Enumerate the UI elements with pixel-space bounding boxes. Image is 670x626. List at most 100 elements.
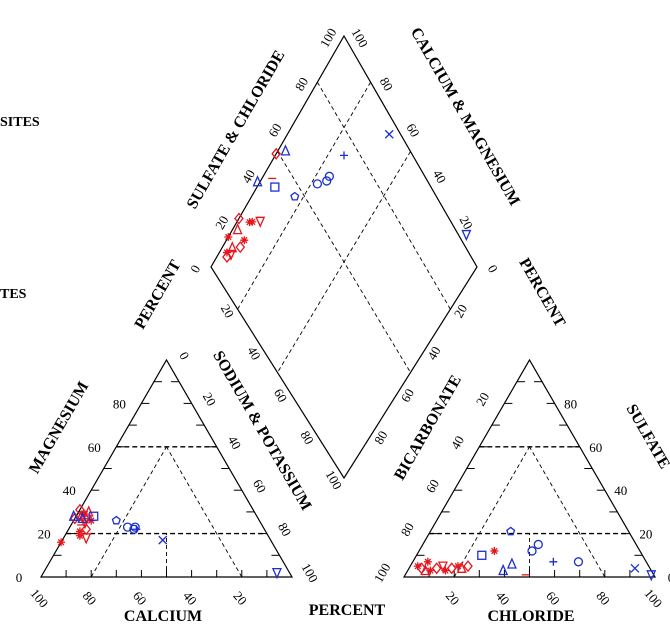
legend-fragment-sites: SITES	[0, 115, 40, 130]
axis-title-calcium: CALCIUM	[124, 608, 202, 625]
point-cation-s0-13	[70, 512, 80, 525]
point-anion-s1-7	[573, 557, 584, 567]
point-anion-s0-6	[441, 566, 450, 575]
axis-title-percent-bottom: PERCENT	[309, 602, 386, 619]
point-diamond-s0-5	[240, 236, 249, 245]
frame-layer	[39, 34, 657, 578]
tick-label-chloride-1: 40	[493, 588, 513, 608]
tick-label-diamond-so4cl-5: 100	[317, 26, 340, 50]
tick-label-diamond-ll-1: 40	[244, 344, 263, 363]
tick-label-magnesium-1: 20	[38, 527, 51, 542]
point-diamond-s0-2	[225, 249, 236, 262]
tick-label-calcium-4: 20	[230, 588, 250, 608]
tick-label-sulfate-0: 0	[668, 570, 670, 585]
point-diamond-s1-3	[290, 191, 300, 201]
tick-label-diamond-camg-5: 0	[485, 262, 501, 275]
tick-label-sulfate-4: 80	[564, 396, 577, 411]
tick-label-diamond-camg-4: 20	[457, 213, 476, 232]
point-diamond-s0-10	[255, 216, 266, 228]
point-anion-s1-0	[477, 550, 487, 560]
tick-label-bicarbonate-3: 40	[448, 433, 467, 452]
point-anion-s1-5	[533, 539, 543, 550]
tick-label-magnesium-3: 60	[88, 440, 101, 455]
point-anion-s0-9	[456, 561, 467, 573]
point-anion-s0-12	[490, 546, 499, 555]
point-diamond-s0-4	[235, 241, 246, 254]
point-diamond-s0-6	[232, 223, 243, 235]
axis-title-calcium-magnesium: CALCIUM & MAGNESIUM	[407, 25, 523, 209]
tick-label-diamond-so4cl-4: 80	[292, 75, 311, 94]
tick-label-diamond-so4cl-0: 0	[187, 262, 203, 275]
tick-label-diamond-camg-3: 40	[430, 167, 449, 186]
grid-layer	[66, 81, 630, 578]
axis-title-chloride: CHLORIDE	[487, 608, 574, 625]
tick-label-sodium-2: 40	[225, 433, 244, 452]
diamond-grid-3	[237, 81, 371, 310]
tick-label-sulfate-1: 20	[639, 527, 652, 542]
tick-layer	[53, 381, 643, 577]
tick-label-diamond-ll-3: 80	[298, 428, 317, 447]
tick-label-diamond-lr-0: 20	[451, 302, 470, 321]
tick-label-chloride-2: 60	[543, 588, 563, 608]
point-anion-s1-8	[630, 563, 640, 573]
axis-title-percent-left: PERCENT	[132, 257, 185, 332]
tick-label-bicarbonate-1: 80	[397, 520, 416, 539]
point-anion-s1-3	[506, 557, 517, 569]
tick-label-diamond-camg-2: 60	[403, 121, 422, 140]
tick-label-chloride-3: 80	[593, 588, 613, 608]
cation-grid-light-1	[166, 446, 243, 578]
tick-label-bicarbonate-2: 60	[423, 477, 442, 496]
point-diamond-s0-13	[271, 147, 282, 160]
tick-label-calcium-2: 60	[130, 588, 150, 608]
point-anion-s1-6	[549, 557, 558, 566]
point-cation-s0-7	[75, 503, 85, 516]
tick-label-sulfate-3: 60	[589, 440, 602, 455]
point-cation-s1-6	[130, 522, 140, 532]
point-diamond-s1-0	[252, 175, 263, 187]
tick-label-diamond-so4cl-3: 60	[265, 121, 284, 140]
point-anion-s1-1	[506, 526, 516, 536]
point-diamond-s0-11	[224, 232, 233, 241]
point-cation-s1-9	[271, 568, 282, 580]
point-diamond-s1-2	[270, 182, 280, 192]
tick-label-calcium-3: 40	[180, 588, 200, 608]
point-anion-s1-2	[498, 563, 509, 576]
point-diamond-s1-4	[312, 179, 323, 189]
tick-label-diamond-ll-2: 60	[271, 386, 290, 405]
point-cation-s1-1	[77, 511, 88, 524]
point-anion-s0-11	[423, 557, 432, 566]
tick-label-diamond-ll-0: 20	[218, 302, 237, 321]
point-cation-s0-11	[57, 538, 66, 547]
tick-label-magnesium-2: 40	[63, 483, 76, 498]
point-diamond-s1-9	[461, 229, 472, 242]
point-diamond-s0-3	[227, 241, 238, 253]
point-diamond-s1-6	[324, 171, 335, 181]
point-anion-s0-0	[413, 562, 422, 571]
point-diamond-s0-1	[222, 248, 231, 257]
tick-label-diamond-camg-0: 100	[349, 26, 372, 50]
anion-grid-light-1	[529, 446, 606, 578]
tick-label-magnesium-4: 80	[113, 396, 126, 411]
axis-title-percent-right: PERCENT	[515, 255, 568, 330]
anion-grid-light-0	[453, 446, 530, 578]
point-diamond-s1-8	[384, 129, 394, 139]
point-cation-s1-2	[89, 511, 99, 521]
point-cation-s1-7	[132, 525, 141, 534]
point-cation-s0-9	[75, 531, 84, 540]
point-diamond-s1-7	[340, 151, 348, 160]
point-anion-s0-10	[463, 560, 473, 573]
tick-label-calcium-0: 100	[27, 586, 51, 611]
tick-label-sulfate-2: 40	[614, 483, 627, 498]
tick-label-sodium-0: 0	[176, 349, 192, 362]
tick-label-sodium-1: 20	[200, 390, 219, 409]
point-diamond-s1-5	[322, 176, 332, 186]
tick-label-chloride-4: 100	[641, 586, 665, 611]
point-anion-s0-4	[431, 562, 442, 575]
diamond-grid-1	[277, 151, 411, 373]
diamond-frame	[210, 34, 478, 480]
point-anion-s0-8	[453, 562, 462, 571]
tick-label-diamond-ll-4: 100	[323, 468, 346, 492]
tick-label-chloride-0: 20	[443, 588, 463, 608]
diamond-grid-2	[317, 81, 451, 310]
